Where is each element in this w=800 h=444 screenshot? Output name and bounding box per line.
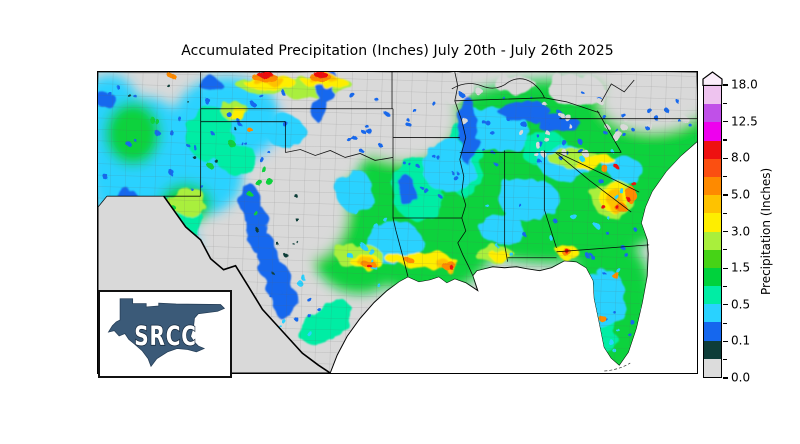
srcc-logo: SRCC bbox=[107, 298, 226, 368]
colorbar-tick bbox=[723, 194, 728, 196]
colorbar-tick bbox=[723, 84, 728, 86]
colorbar-segment bbox=[704, 158, 721, 177]
colorbar-tick bbox=[723, 267, 728, 269]
colorbar-minor-tick bbox=[723, 249, 727, 251]
colorbar-tick-label: 18.0 bbox=[731, 77, 758, 92]
colorbar-minor-tick bbox=[723, 285, 727, 288]
colorbar-segment bbox=[704, 103, 721, 123]
colorbar-minor-tick bbox=[723, 212, 727, 214]
colorbar: Precipitation (Inches) 18.0 12.5 8.0 5.0 3.0… bbox=[702, 71, 800, 393]
page-title: Accumulated Precipitation (Inches) July … bbox=[181, 43, 614, 59]
colorbar-segment bbox=[704, 303, 721, 323]
srcc-logo-box: SRCC bbox=[98, 290, 232, 378]
florida-keys-arc bbox=[604, 362, 631, 372]
rio-grande-border bbox=[163, 195, 331, 373]
colorbar-tick bbox=[723, 230, 728, 233]
colorbar-tick bbox=[723, 157, 728, 159]
colorbar-segment bbox=[704, 86, 721, 105]
colorbar-tick bbox=[723, 304, 728, 306]
colorbar-tick-label: 0.0 bbox=[731, 370, 751, 385]
colorbar-tick-label: 5.0 bbox=[731, 187, 751, 202]
colorbar-tick bbox=[723, 121, 728, 123]
colorbar-axis-label: Precipitation (Inches) bbox=[759, 167, 773, 296]
colorbar-minor-tick bbox=[723, 322, 727, 324]
colorbar-minor-tick bbox=[723, 176, 727, 178]
state-borders bbox=[98, 72, 697, 277]
srcc-region-silhouette bbox=[107, 298, 226, 368]
colorbar-bar bbox=[703, 85, 722, 378]
srcc-logo-text: SRCC bbox=[134, 320, 197, 352]
colorbar-minor-tick bbox=[723, 359, 727, 361]
colorbar-arrow-shape bbox=[702, 71, 723, 86]
colorbar-segment bbox=[704, 358, 721, 377]
colorbar-segment bbox=[704, 230, 721, 250]
colorbar-overflow-arrow bbox=[702, 71, 723, 86]
colorbar-segment bbox=[704, 121, 721, 141]
colorbar-segment bbox=[704, 194, 721, 214]
colorbar-segment bbox=[704, 285, 721, 305]
colorbar-tick-label: 3.0 bbox=[731, 223, 751, 238]
colorbar-segment bbox=[704, 212, 721, 232]
colorbar-tick-label: 12.5 bbox=[731, 113, 758, 128]
colorbar-tick-label: 0.5 bbox=[731, 297, 751, 312]
colorbar-segment bbox=[704, 176, 721, 196]
colorbar-segment bbox=[704, 340, 721, 359]
colorbar-segment bbox=[704, 267, 721, 287]
colorbar-tick-label: 1.5 bbox=[731, 260, 751, 275]
colorbar-tick-label: 8.0 bbox=[731, 150, 751, 165]
colorbar-minor-tick bbox=[723, 102, 727, 104]
colorbar-segment bbox=[704, 321, 721, 341]
colorbar-tick bbox=[723, 377, 728, 379]
colorbar-minor-tick bbox=[723, 139, 727, 141]
colorbar-segment bbox=[704, 249, 721, 268]
colorbar-segment bbox=[704, 139, 721, 159]
colorbar-tick-label: 0.1 bbox=[731, 333, 751, 348]
colorbar-tick bbox=[723, 340, 728, 343]
